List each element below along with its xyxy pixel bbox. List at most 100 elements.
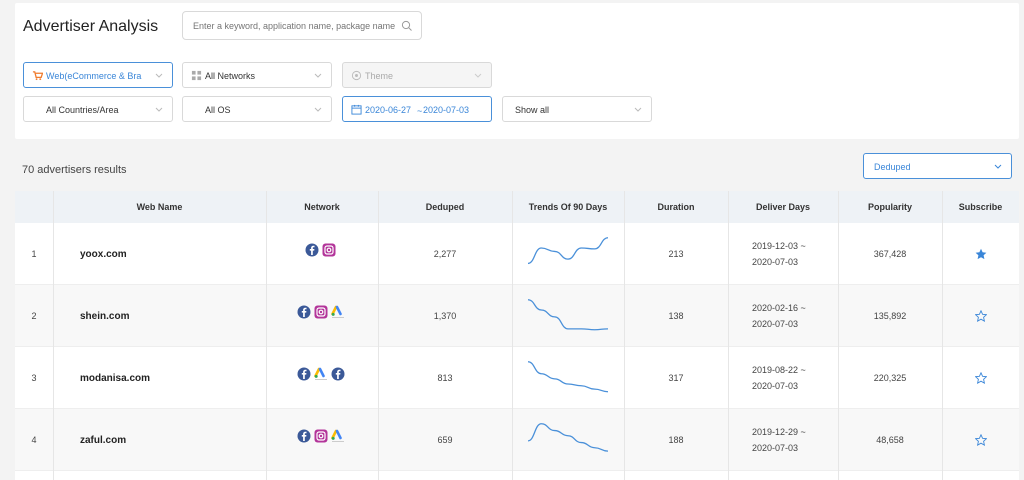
table-row[interactable]: 3 modanisa.com 813 317 2019-08-22 ~ 2020-07-0… — [15, 347, 1019, 409]
date-range-picker[interactable]: 2020-06-27 ~ 2020-07-03 — [342, 96, 492, 122]
popularity-value: 48,658 — [876, 435, 904, 445]
facebook-icon — [331, 367, 344, 381]
chevron-down-icon — [314, 73, 322, 78]
date-from[interactable]: 2020-06-27 — [365, 105, 412, 115]
dedup-select[interactable]: Deduped — [863, 153, 1012, 179]
chevron-down-icon — [155, 107, 163, 112]
trend-line — [527, 299, 609, 331]
search-icon[interactable] — [401, 20, 413, 32]
chevron-down-icon — [634, 107, 642, 112]
trend-sparkline — [512, 223, 624, 285]
deliver-days: 2019-08-22 ~ 2020-07-03 — [728, 347, 838, 409]
page-title: Advertiser Analysis — [23, 18, 159, 35]
col-network[interactable]: Network — [304, 202, 340, 212]
table-row[interactable]: 2 shein.com 1,370 138 2020-02-16 ~ 2020-07-03… — [15, 285, 1019, 347]
trend-sparkline — [512, 347, 624, 409]
trend-line — [527, 423, 609, 452]
google-ads-icon — [313, 367, 327, 380]
network-label: All Networks — [205, 71, 256, 81]
network-icons — [266, 409, 378, 471]
trend-line — [527, 361, 609, 393]
column-divider — [378, 191, 379, 480]
trend-line — [527, 237, 609, 265]
col-web-name[interactable]: Web Name — [136, 202, 183, 212]
duration-value: 213 — [668, 249, 684, 259]
chevron-down-icon — [314, 107, 322, 112]
show-label: Show all — [515, 105, 550, 115]
col-deliver-days[interactable]: Deliver Days — [755, 202, 811, 212]
chevron-down-icon — [155, 73, 163, 78]
column-divider — [53, 191, 54, 480]
theme-icon — [351, 70, 362, 81]
network-select[interactable]: All Networks — [182, 62, 332, 88]
google-ads-icon — [330, 305, 344, 318]
category-label: Web(eCommerce & Bra — [46, 71, 142, 81]
subscribed-star-icon[interactable] — [975, 248, 987, 260]
subscribe-toggle[interactable] — [942, 409, 1019, 471]
chevron-down-icon — [994, 164, 1002, 169]
cart-icon — [32, 71, 43, 81]
grid-icon — [191, 70, 202, 81]
subscribe-star-icon[interactable] — [974, 434, 987, 446]
popularity-value: 367,428 — [873, 249, 907, 259]
column-divider — [266, 191, 267, 480]
column-divider — [624, 191, 625, 480]
table-row[interactable]: 4 zaful.com 659 188 2019-12-29 ~ 2020-07-03 48… — [15, 409, 1019, 471]
column-divider — [942, 191, 943, 480]
deduped-value: 659 — [437, 435, 453, 445]
table-row[interactable]: 1 yoox.com 2,277 213 2019-12-03 ~ 2020-07-03 3… — [15, 223, 1019, 285]
calendar-icon — [351, 104, 362, 115]
row-index: 3 — [31, 373, 37, 383]
web-name[interactable]: shein.com — [80, 310, 130, 322]
advertiser-table: Web Name Network Deduped Trends Of 90 Da… — [15, 191, 1019, 480]
trend-sparkline — [512, 409, 624, 471]
facebook-icon — [305, 243, 319, 257]
column-divider — [512, 191, 513, 480]
deduped-value: 2,277 — [433, 249, 457, 259]
dedup-label: Deduped — [874, 162, 911, 172]
deduped-value: 813 — [437, 373, 453, 383]
subscribe-toggle[interactable] — [942, 223, 1019, 285]
subscribe-star-icon[interactable] — [974, 372, 987, 384]
deliver-end: 2020-07-03 — [752, 443, 799, 453]
col-duration[interactable]: Duration — [657, 202, 695, 212]
col-subscribe[interactable]: Subscribe — [958, 202, 1003, 212]
country-select[interactable]: All Countries/Area — [23, 96, 173, 122]
network-icons — [266, 285, 378, 347]
os-label: All OS — [205, 105, 231, 115]
subscribe-star-icon[interactable] — [974, 310, 987, 322]
col-trends[interactable]: Trends Of 90 Days — [528, 202, 608, 212]
web-name[interactable]: zaful.com — [80, 434, 127, 446]
duration-value: 317 — [668, 373, 684, 383]
col-popularity[interactable]: Popularity — [867, 202, 912, 212]
subscribe-toggle[interactable] — [942, 347, 1019, 409]
facebook-icon — [297, 367, 310, 381]
os-select[interactable]: All OS — [182, 96, 332, 122]
popularity-value: 220,325 — [873, 373, 907, 383]
deduped-value: 1,370 — [433, 311, 457, 321]
duration-value: 188 — [668, 435, 684, 445]
show-select[interactable]: Show all — [502, 96, 652, 122]
web-name[interactable]: modanisa.com — [80, 372, 151, 384]
deliver-end: 2020-07-03 — [752, 381, 799, 391]
search-box[interactable] — [182, 11, 422, 40]
deliver-start: 2020-02-16 ~ — [752, 303, 806, 313]
filter-panel: Advertiser Analysis Web(eCommerce & Bra … — [15, 3, 1019, 139]
deliver-days: 2019-12-03 ~ 2020-07-03 — [728, 223, 838, 285]
deliver-days: 2019-12-29 ~ 2020-07-03 — [728, 409, 838, 471]
chevron-down-icon — [474, 73, 482, 78]
search-input[interactable] — [193, 18, 398, 34]
network-icons — [266, 347, 378, 409]
date-to[interactable]: 2020-07-03 — [423, 105, 470, 115]
trend-sparkline — [512, 285, 624, 347]
deliver-days: 2020-02-16 ~ 2020-07-03 — [728, 285, 838, 347]
subscribe-toggle[interactable] — [942, 285, 1019, 347]
results-count: 70 advertisers results — [22, 164, 127, 176]
theme-select: Theme — [342, 62, 492, 88]
instagram-icon — [314, 305, 327, 319]
col-deduped[interactable]: Deduped — [425, 202, 465, 212]
category-select[interactable]: Web(eCommerce & Bra — [23, 62, 173, 88]
deliver-start: 2019-12-03 ~ — [752, 241, 806, 251]
deliver-end: 2020-07-03 — [752, 319, 799, 329]
web-name[interactable]: yoox.com — [80, 248, 127, 260]
